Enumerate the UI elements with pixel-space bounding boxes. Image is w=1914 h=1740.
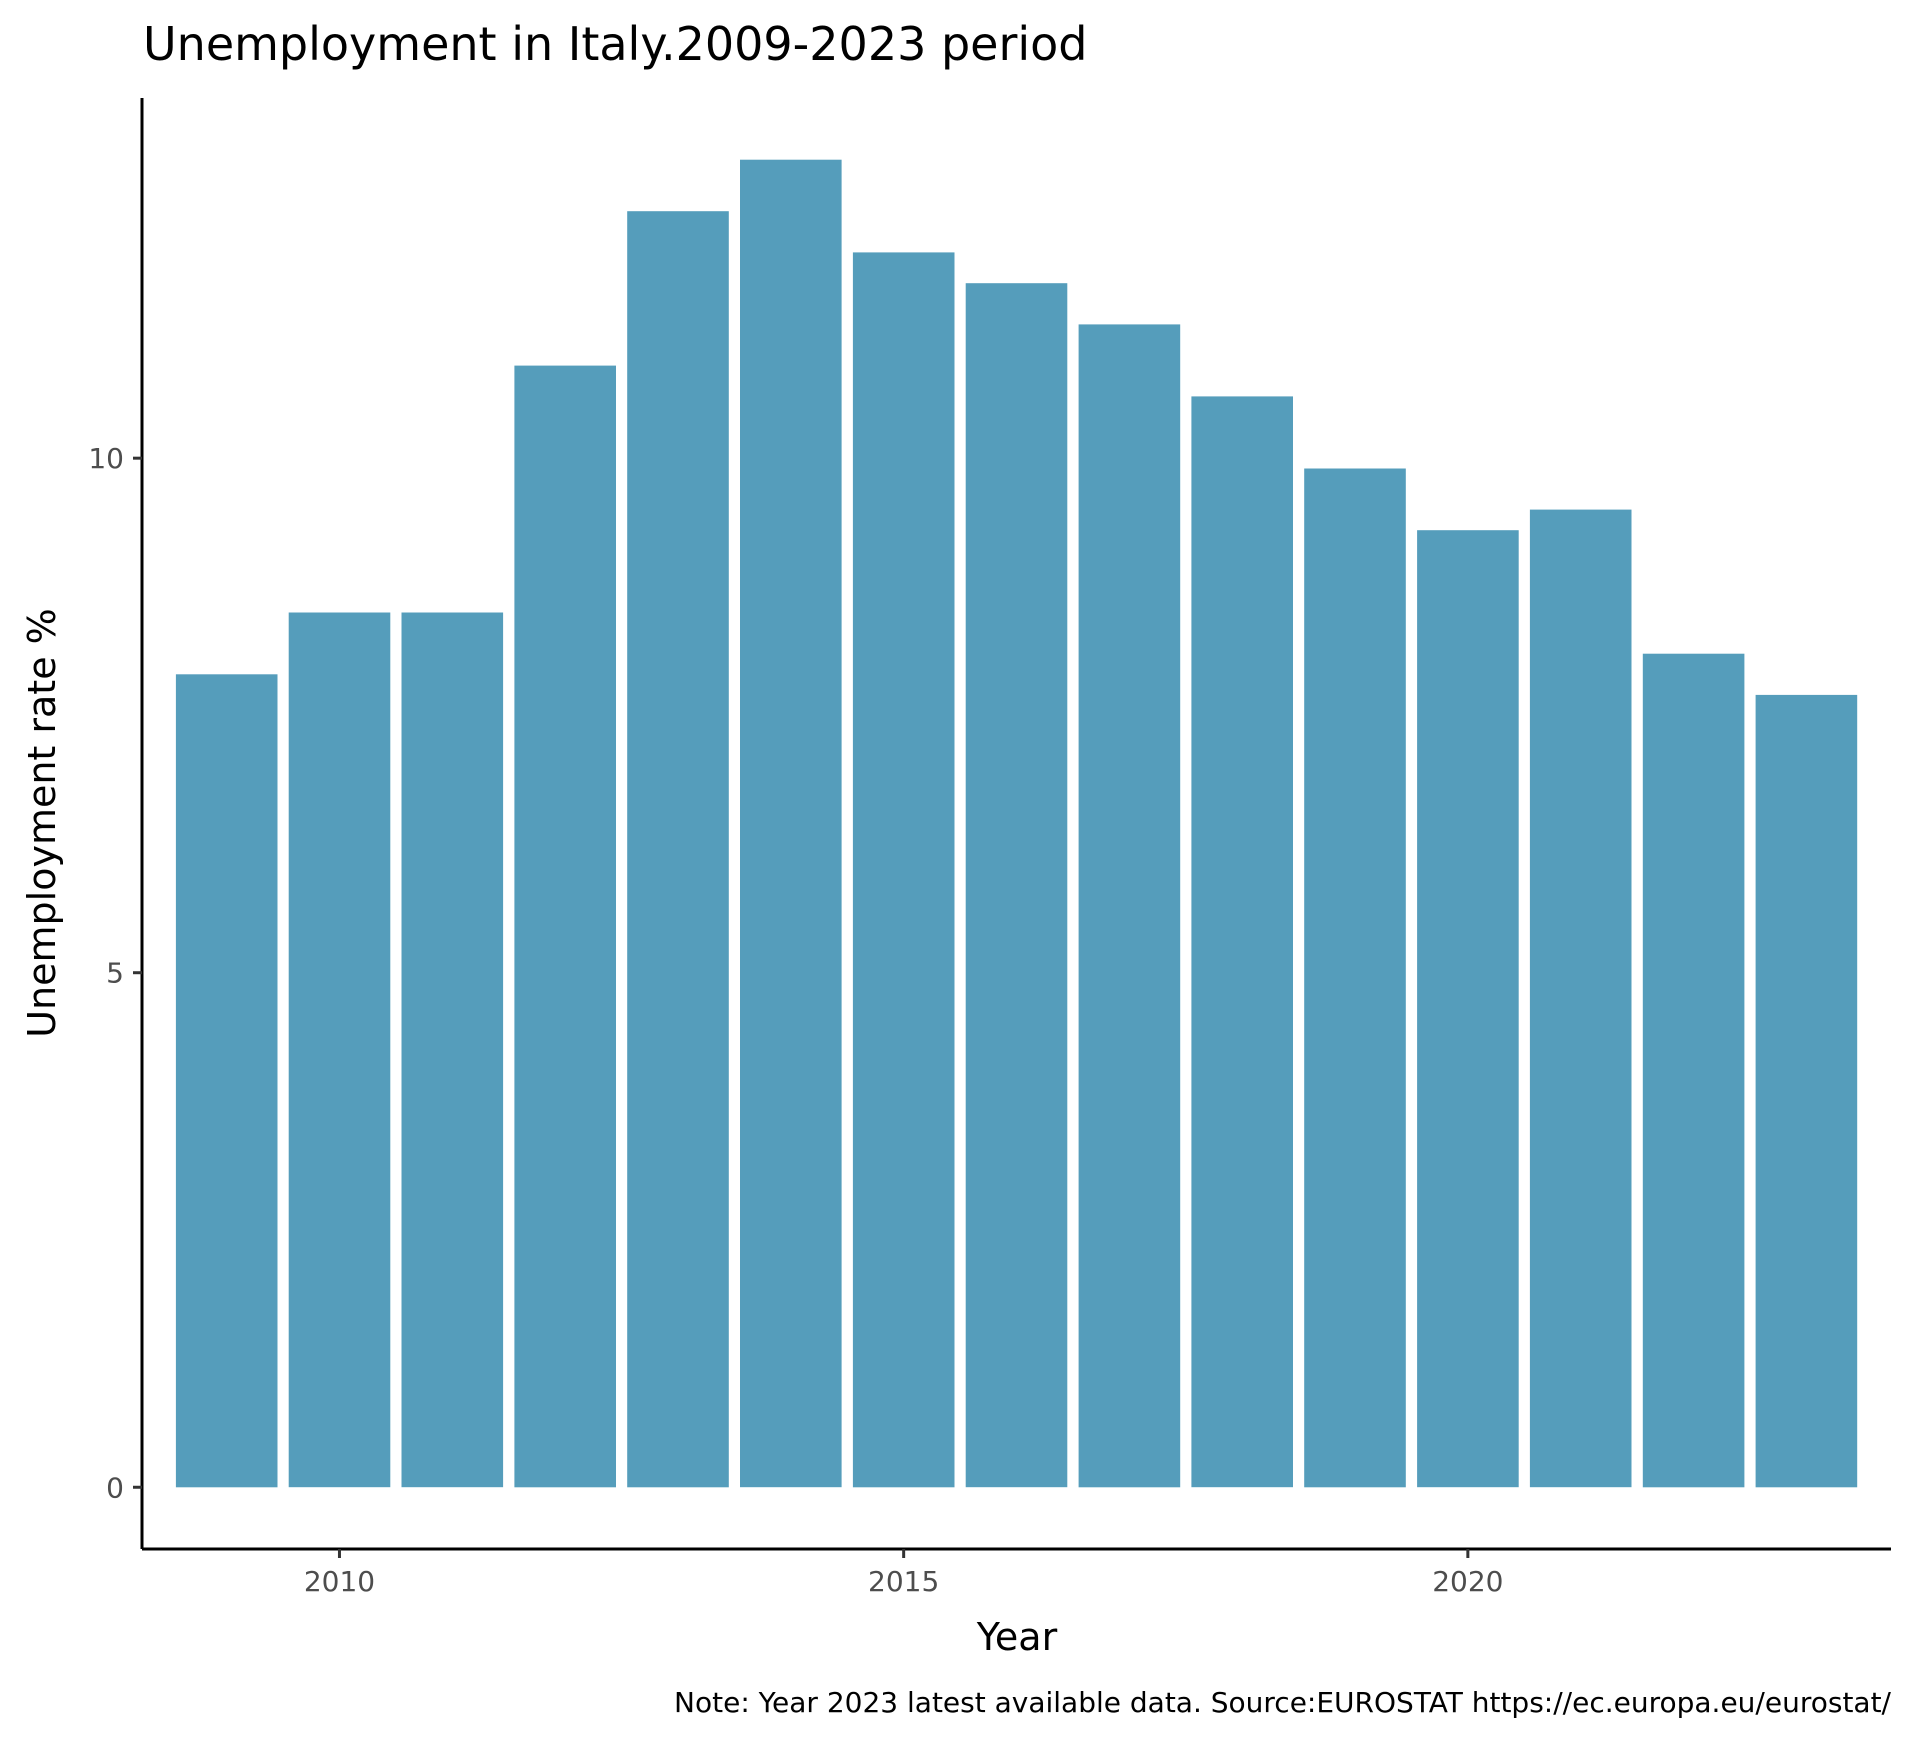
x-tick-label: 2015 bbox=[868, 1565, 939, 1598]
bar-2020 bbox=[1417, 530, 1519, 1488]
x-ticks-group: 2010 2015 2020 bbox=[304, 1549, 1503, 1598]
chart-title: Unemployment in Italy.2009-2023 period bbox=[143, 17, 1088, 71]
bar-2012 bbox=[514, 365, 616, 1488]
bar-2023 bbox=[1755, 694, 1858, 1488]
bar-2013 bbox=[627, 211, 729, 1488]
bar-2015 bbox=[852, 252, 955, 1488]
bar-2017 bbox=[1078, 324, 1181, 1488]
bar-2011 bbox=[401, 612, 504, 1488]
y-ticks-group: 0 5 10 bbox=[88, 442, 142, 1504]
bar-2019 bbox=[1304, 468, 1406, 1488]
y-tick-label: 5 bbox=[106, 957, 124, 990]
bars-group bbox=[175, 159, 1858, 1488]
bar-2018 bbox=[1191, 396, 1293, 1488]
x-axis-label: Year bbox=[976, 1615, 1058, 1659]
bar-2009 bbox=[175, 674, 278, 1488]
bar-2014 bbox=[740, 159, 842, 1488]
y-tick-label: 10 bbox=[88, 442, 124, 475]
y-tick-label: 0 bbox=[106, 1471, 124, 1504]
x-tick-label: 2020 bbox=[1432, 1565, 1503, 1598]
bar-2022 bbox=[1642, 653, 1745, 1488]
y-axis-label: Unemployment rate % bbox=[20, 608, 64, 1038]
bar-2010 bbox=[288, 612, 391, 1488]
chart-caption: Note: Year 2023 latest available data. S… bbox=[674, 1686, 1892, 1719]
x-tick-label: 2010 bbox=[304, 1565, 375, 1598]
bar-2021 bbox=[1529, 509, 1632, 1488]
bar-2016 bbox=[965, 283, 1068, 1488]
